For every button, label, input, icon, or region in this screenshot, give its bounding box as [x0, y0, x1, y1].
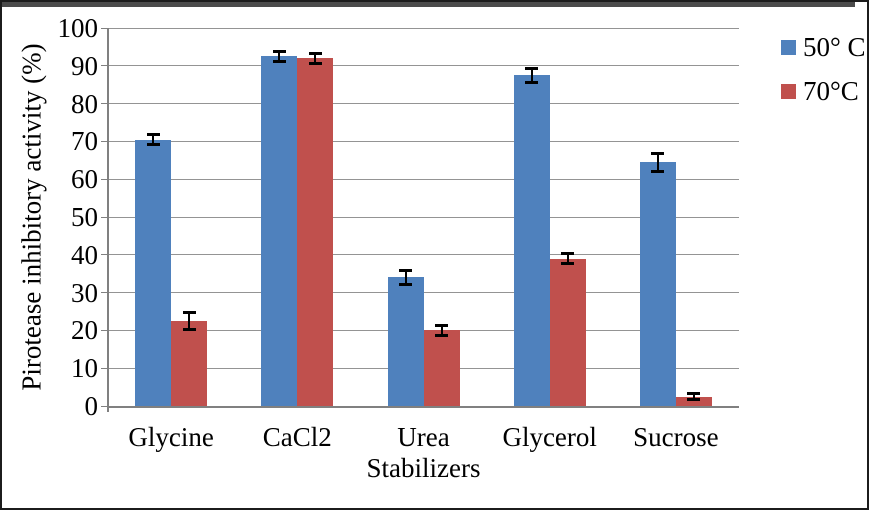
legend-item-50c: 50° C	[781, 32, 866, 62]
y-tick	[101, 367, 108, 369]
y-tick-label: 20	[71, 315, 98, 346]
error-bar-cap-bottom	[525, 80, 539, 84]
y-tick-label: 70	[71, 126, 98, 157]
bar-glycerol-70c	[549, 258, 586, 406]
y-axis-title: Pirotease inhibitory activity (%)	[16, 43, 47, 391]
error-bar-line	[314, 52, 317, 64]
legend-swatch-70c-icon	[781, 83, 796, 99]
gridline	[108, 103, 739, 105]
error-bar-cap-bottom	[308, 61, 322, 65]
error-bar-cap-bottom	[399, 283, 412, 287]
bar-urea-70c	[423, 330, 460, 406]
bar-urea-50c	[387, 277, 424, 406]
figure-top-border	[2, 2, 855, 7]
x-tick-label-sucrose: Sucrose	[633, 422, 719, 452]
error-bar-line	[440, 324, 443, 337]
y-tick	[101, 329, 108, 331]
y-tick	[101, 216, 108, 218]
legend: 50° C 70°C	[781, 32, 866, 120]
error-bar-cap-top	[182, 310, 196, 314]
bar-glycerol-50c	[513, 75, 550, 406]
y-tick-label: 10	[71, 353, 98, 384]
bar-glycine-70c	[171, 320, 208, 406]
error-bar-line	[152, 133, 155, 146]
error-bar-cap-top	[525, 66, 539, 70]
y-tick	[101, 178, 108, 180]
error-bar-line	[566, 252, 569, 265]
x-tick-label-cacl2: CaCl2	[262, 422, 332, 452]
error-bar-cap-bottom	[561, 262, 575, 266]
error-bar-cap-top	[651, 151, 665, 155]
error-bar-cap-bottom	[272, 60, 286, 64]
legend-label-50c: 50° C	[803, 32, 866, 62]
error-bar-cap-top	[146, 132, 160, 136]
legend-label-70c: 70°C	[803, 76, 859, 106]
gridline	[108, 178, 739, 180]
bar-cacl2-50c	[261, 56, 298, 406]
y-tick-label: 60	[71, 164, 98, 195]
error-bar-cap-top	[687, 391, 701, 395]
legend-swatch-50c-icon	[781, 39, 796, 55]
bar-glycine-50c	[135, 139, 172, 406]
y-tick-label: 30	[71, 277, 98, 308]
x-tick-label-glycine: Glycine	[128, 422, 214, 452]
y-axis-line	[107, 28, 109, 412]
gridline	[108, 140, 739, 142]
gridline	[108, 216, 739, 218]
x-axis-line	[108, 406, 739, 408]
error-bar-cap-bottom	[146, 143, 160, 147]
y-tick	[101, 254, 108, 256]
y-tick-label: 100	[57, 13, 99, 43]
error-bar-cap-bottom	[182, 328, 196, 332]
y-tick	[101, 27, 108, 29]
error-bar-cap-bottom	[687, 398, 701, 402]
error-bar-line	[530, 67, 533, 83]
legend-item-70c: 70°C	[781, 76, 866, 106]
gridline	[108, 254, 739, 256]
error-bar-line	[656, 152, 659, 172]
x-tick-label-urea: Urea	[397, 422, 450, 452]
error-bar-cap-top	[561, 251, 575, 255]
y-tick	[101, 292, 108, 294]
error-bar-cap-bottom	[651, 169, 665, 173]
error-bar-cap-top	[272, 49, 286, 53]
bar-sucrose-50c	[639, 162, 676, 406]
error-bar-line	[188, 311, 191, 331]
y-tick	[101, 65, 108, 67]
error-bar-line	[692, 392, 695, 401]
gridline	[108, 27, 739, 29]
y-tick	[101, 103, 108, 105]
x-tick-label-glycerol: Glycerol	[502, 422, 597, 452]
y-tick-label: 80	[71, 88, 98, 119]
y-tick-label: 50	[71, 202, 98, 232]
gridline	[108, 292, 739, 294]
y-tick-label: 90	[71, 50, 98, 81]
error-bar-line	[278, 50, 281, 62]
error-bar-cap-bottom	[435, 334, 448, 338]
y-tick-label: 40	[71, 239, 98, 270]
error-bar-cap-top	[308, 51, 322, 55]
y-tick-label: 0	[84, 391, 99, 421]
error-bar-cap-top	[435, 323, 448, 327]
x-axis-title: Stabilizers	[366, 453, 481, 483]
y-tick	[101, 140, 108, 142]
error-bar-cap-top	[399, 268, 412, 272]
gridline	[108, 65, 739, 67]
y-tick	[101, 405, 108, 407]
error-bar-line	[404, 269, 407, 286]
bar-cacl2-70c	[297, 58, 334, 406]
